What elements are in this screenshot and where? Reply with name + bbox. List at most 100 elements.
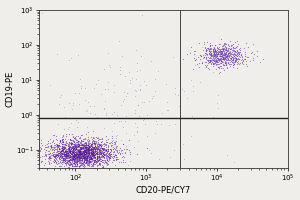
Point [86,145,91,148]
Point [74,158,78,161]
Point [84,150,89,153]
Point [75,145,80,148]
Point [91,158,95,161]
Point [76,134,80,137]
Point [98,143,103,147]
Point [71,154,76,158]
Point [133,111,138,114]
Point [56,152,61,155]
Point [104,162,109,165]
Point [95,147,100,151]
Point [80,148,84,151]
Point [73,151,77,154]
Point [239,58,244,61]
Point [83,145,88,148]
Point [68,150,73,154]
Point [230,52,235,55]
Point [93,156,98,159]
Point [55,159,60,162]
Point [58,140,62,143]
Point [68,148,73,151]
Point [93,145,98,148]
Point [72,147,76,150]
Point [200,62,204,65]
Point [119,119,124,122]
Point [55,149,60,152]
Point [105,147,110,151]
Point [58,173,62,176]
Point [216,57,221,61]
Point [105,155,110,158]
Point [232,60,237,63]
Point [76,151,81,154]
Point [70,155,75,158]
Point [73,154,78,158]
Point [73,155,78,159]
Point [102,149,106,152]
Point [216,49,221,53]
Point [85,149,90,152]
Point [59,155,64,158]
Point [78,153,83,156]
Point [60,160,65,163]
Point [90,164,94,167]
Point [91,147,95,150]
Point [184,52,189,55]
Point [81,154,85,157]
Point [79,153,84,156]
Point [225,54,230,57]
Point [80,147,85,150]
Point [211,50,216,53]
Point [84,149,89,152]
Point [84,161,89,164]
Point [49,156,53,159]
Point [111,153,116,156]
Point [226,58,231,61]
Point [46,161,51,164]
Point [68,141,73,145]
Point [227,51,232,54]
Point [53,153,58,156]
Point [88,157,93,160]
Point [92,159,96,162]
Point [90,153,94,156]
Point [98,148,103,151]
Point [58,138,62,142]
Point [46,152,51,155]
Point [204,56,209,59]
Point [63,137,68,140]
Point [73,154,77,158]
Point [85,159,89,163]
Point [77,155,82,158]
Point [5,97,10,100]
Point [46,159,51,163]
Point [118,150,123,153]
Point [97,153,101,156]
Point [70,152,74,155]
Point [100,183,105,186]
Point [83,153,88,156]
Point [108,150,113,153]
Point [89,149,94,153]
Point [107,147,112,150]
Point [235,50,240,53]
Point [84,158,88,162]
Point [68,150,73,154]
Point [98,152,103,155]
Point [69,139,74,142]
Point [85,155,90,159]
Point [54,149,59,152]
Point [60,152,64,155]
Point [78,164,82,167]
Point [212,47,216,51]
Point [44,146,49,149]
Point [81,166,85,169]
Point [74,148,79,151]
Point [218,51,222,55]
Point [82,154,86,157]
Point [73,150,77,153]
Point [87,145,92,148]
Point [94,140,98,143]
Point [245,45,250,48]
Point [235,39,239,42]
